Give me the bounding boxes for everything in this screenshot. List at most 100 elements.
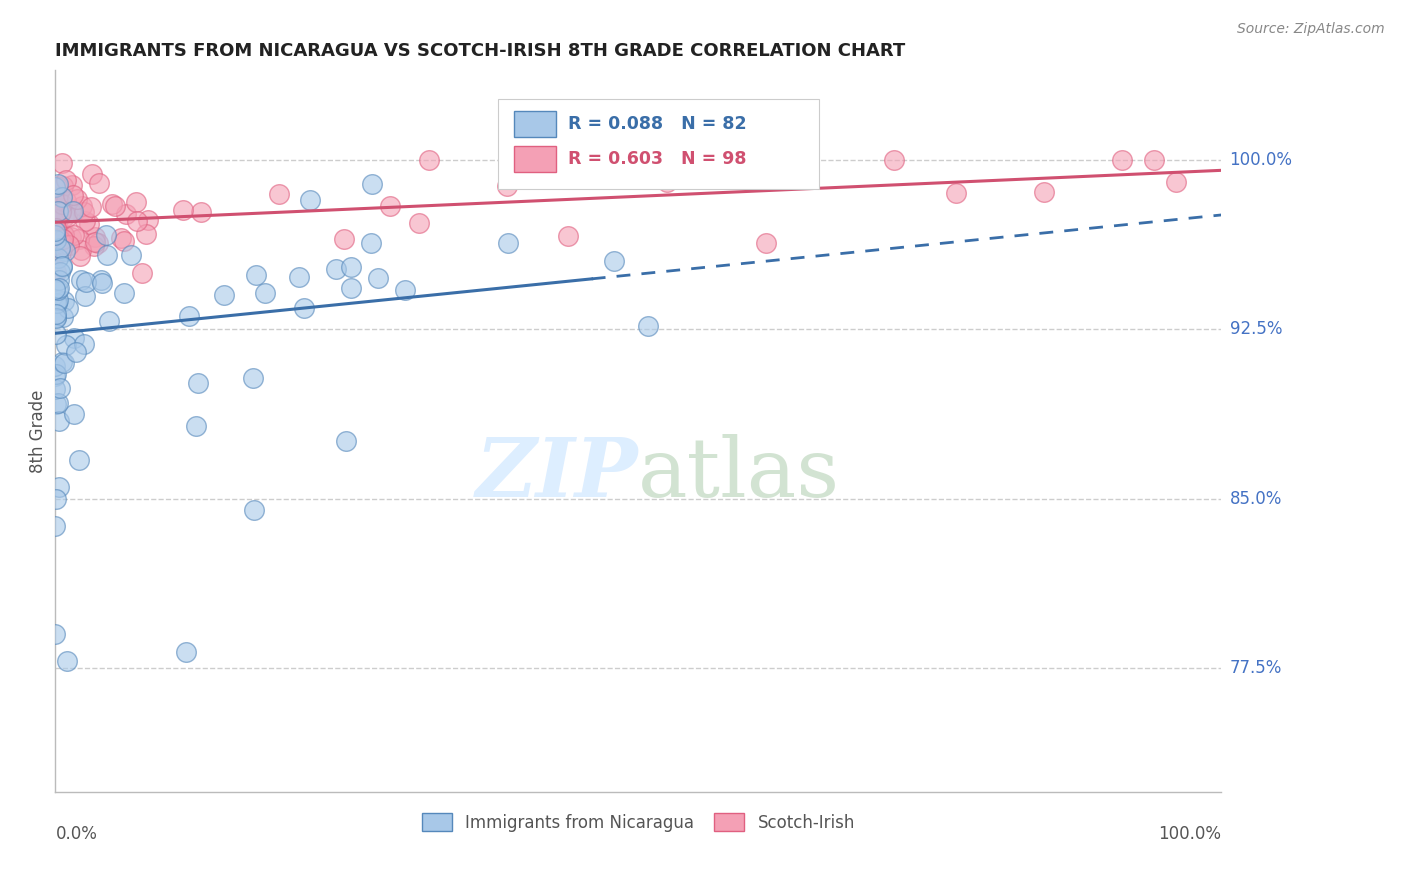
Point <box>172 202 194 217</box>
Text: Source: ZipAtlas.com: Source: ZipAtlas.com <box>1237 22 1385 37</box>
Point <box>120 248 142 262</box>
Point <box>52 227 75 242</box>
Point <box>45 221 67 235</box>
Point <box>135 227 157 242</box>
Point <box>131 266 153 280</box>
Point <box>101 196 124 211</box>
Legend: Immigrants from Nicaragua, Scotch-Irish: Immigrants from Nicaragua, Scotch-Irish <box>415 806 862 838</box>
Point <box>45 202 67 217</box>
Point <box>48 413 70 427</box>
Point <box>51 201 73 215</box>
Point <box>51 197 73 211</box>
Point <box>110 230 132 244</box>
Point <box>46 191 69 205</box>
Point <box>45 236 67 251</box>
Point <box>380 199 402 213</box>
Point <box>73 289 96 303</box>
Point <box>52 179 75 194</box>
Point <box>51 155 73 169</box>
Point <box>557 229 579 244</box>
Point <box>69 273 91 287</box>
Point <box>44 228 66 243</box>
Point <box>69 249 91 263</box>
Point <box>46 396 69 410</box>
Point <box>44 368 66 383</box>
Point <box>83 238 105 252</box>
Text: atlas: atlas <box>638 434 841 515</box>
Point <box>45 238 67 252</box>
Point <box>242 370 264 384</box>
Point <box>51 355 73 369</box>
Point <box>408 216 430 230</box>
Point <box>418 153 440 167</box>
Point <box>496 178 519 193</box>
Point <box>60 230 83 244</box>
Point <box>1164 175 1187 189</box>
Text: 100.0%: 100.0% <box>1159 825 1222 843</box>
Point <box>70 199 93 213</box>
Point <box>367 271 389 285</box>
Point <box>46 189 69 203</box>
Point <box>48 230 70 244</box>
Point <box>46 283 69 297</box>
Point <box>45 221 67 235</box>
Point <box>44 211 66 226</box>
Point <box>125 214 148 228</box>
Point <box>49 241 72 255</box>
Point <box>45 367 67 381</box>
Point <box>75 275 97 289</box>
Text: 77.5%: 77.5% <box>1230 659 1282 677</box>
Point <box>45 396 67 410</box>
Point <box>45 202 67 216</box>
Point <box>44 211 66 226</box>
Point <box>45 208 67 222</box>
Point <box>46 199 69 213</box>
Point <box>637 319 659 334</box>
Point <box>44 233 66 247</box>
Point <box>49 197 72 211</box>
Point <box>46 296 69 310</box>
Point <box>44 282 66 296</box>
Point <box>46 251 69 265</box>
Point <box>44 227 66 242</box>
Point <box>55 172 77 186</box>
Point <box>190 205 212 219</box>
Point <box>52 294 75 309</box>
Point <box>96 247 118 261</box>
Point <box>360 235 382 250</box>
Point <box>361 177 384 191</box>
Point <box>67 453 90 467</box>
Point <box>46 178 69 193</box>
Point <box>45 491 67 506</box>
Point <box>79 217 101 231</box>
Point <box>87 176 110 190</box>
Point <box>73 336 96 351</box>
Point <box>292 301 315 316</box>
Point <box>46 177 69 191</box>
Text: 100.0%: 100.0% <box>1230 151 1292 169</box>
FancyBboxPatch shape <box>513 145 555 171</box>
Point <box>51 260 73 274</box>
Text: IMMIGRANTS FROM NICARAGUA VS SCOTCH-IRISH 8TH GRADE CORRELATION CHART: IMMIGRANTS FROM NICARAGUA VS SCOTCH-IRIS… <box>55 42 905 60</box>
Point <box>55 194 77 208</box>
Text: 0.0%: 0.0% <box>55 825 97 843</box>
Point <box>62 188 84 202</box>
Point <box>48 481 70 495</box>
Point <box>75 214 97 228</box>
Point <box>187 376 209 390</box>
FancyBboxPatch shape <box>513 111 555 136</box>
Point <box>63 330 86 344</box>
Point <box>51 204 73 219</box>
Point <box>243 503 266 517</box>
Point <box>62 204 84 219</box>
Point <box>298 193 321 207</box>
Point <box>325 262 347 277</box>
Point <box>48 265 70 279</box>
Point <box>48 211 70 225</box>
Point <box>1111 153 1133 167</box>
Point <box>394 283 416 297</box>
Point <box>46 293 69 308</box>
Point <box>44 209 66 223</box>
Point <box>136 213 159 227</box>
Point <box>55 654 77 668</box>
